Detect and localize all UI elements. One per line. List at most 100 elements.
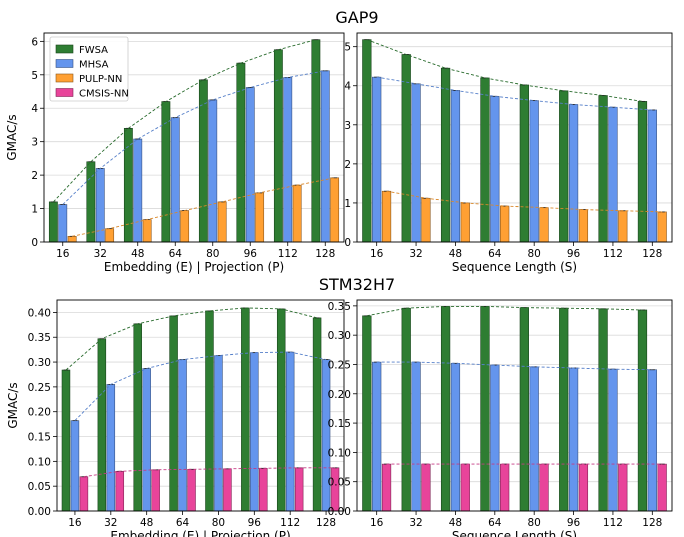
y-tick-label: 0.25 — [28, 382, 51, 394]
bar-mhsa — [529, 366, 539, 512]
y-tick-label: 0.10 — [328, 447, 351, 459]
x-tick-label: 96 — [567, 248, 581, 260]
bar-cmsis-nn — [259, 468, 268, 512]
x-tick-label: 80 — [206, 248, 219, 260]
x-tick-label: 16 — [370, 248, 384, 260]
y-tick-label: 0.40 — [28, 307, 51, 319]
legend: FWSA MHSA PULP-NN CMSIS-NN — [49, 36, 129, 102]
bar-pulp-nn — [105, 228, 115, 243]
x-tick-label: 112 — [278, 248, 298, 260]
x-tick-label: 16 — [56, 248, 70, 260]
plot-frame — [43, 32, 345, 243]
bar-mhsa — [372, 76, 382, 243]
bar-cmsis-nn — [151, 469, 160, 512]
bar-pulp-nn — [657, 211, 667, 243]
bar-fwsa — [440, 306, 451, 512]
y-axis-label: GMAC/s — [5, 114, 19, 160]
bar-mhsa — [214, 355, 223, 512]
trend-line-cmsis-nn — [83, 467, 335, 478]
x-tick-label: 32 — [409, 517, 422, 529]
x-axis-label: Embedding (E) | Projection (P) — [104, 260, 284, 274]
bar-pulp-nn — [67, 236, 77, 243]
bar-mhsa — [608, 368, 618, 512]
bar-mhsa — [647, 369, 657, 512]
x-tick-label: 48 — [449, 248, 462, 260]
legend-label-fwsa: FWSA — [79, 45, 108, 56]
bar-pulp-nn — [330, 177, 340, 243]
bar-pulp-nn — [292, 184, 302, 243]
legend-label-cmsis-nn: CMSIS-NN — [79, 89, 129, 100]
bar-fwsa — [362, 315, 372, 512]
bar-fwsa — [312, 317, 322, 512]
x-tick-label: 128 — [642, 248, 662, 260]
y-tick-label: 4 — [31, 103, 38, 115]
bar-cmsis-nn — [330, 467, 340, 512]
x-tick-label: 112 — [603, 517, 623, 529]
x-tick-label: 128 — [315, 248, 335, 260]
y-tick-label: 1 — [31, 204, 38, 216]
section-title-stm32h7: STM32H7 — [319, 275, 395, 294]
x-tick-label: 80 — [528, 248, 541, 260]
bar-cmsis-nn — [539, 463, 549, 512]
trend-line-mhsa — [376, 361, 653, 371]
bar-pulp-nn — [142, 219, 152, 243]
y-tick-label: 0 — [344, 237, 351, 249]
bar-cmsis-nn — [657, 463, 667, 512]
x-tick-label: 96 — [567, 517, 581, 529]
bar-cmsis-nn — [500, 463, 510, 512]
bar-cmsis-nn — [618, 463, 628, 512]
trend-line-fwsa — [53, 39, 317, 203]
bar-mhsa — [320, 70, 330, 243]
bar-mhsa — [568, 367, 579, 512]
bar-mhsa — [245, 87, 255, 243]
bar-fwsa — [198, 79, 208, 243]
plot-frame — [356, 32, 673, 243]
bar-fwsa — [133, 323, 142, 512]
legend-label-mhsa: MHSA — [79, 60, 109, 71]
plot-frame — [356, 299, 673, 512]
bar-pulp-nn — [460, 202, 470, 243]
y-tick-label: 2 — [344, 159, 351, 171]
y-tick-label: 0.00 — [28, 506, 51, 518]
bar-pulp-nn — [381, 190, 392, 243]
bar-fwsa — [48, 201, 58, 243]
bar-mhsa — [608, 106, 618, 243]
trend-line-fwsa — [65, 307, 318, 371]
x-axis-label: Sequence Length (S) — [452, 260, 577, 274]
y-tick-label: 1 — [344, 198, 351, 210]
bar-mhsa — [178, 359, 187, 512]
x-tick-label: 128 — [642, 517, 662, 529]
y-tick-label: 0.15 — [28, 432, 51, 444]
x-tick-label: 48 — [131, 248, 144, 260]
x-axis-label: Sequence Length (S) — [452, 529, 577, 537]
bar-fwsa — [61, 369, 71, 512]
bar-fwsa — [559, 90, 569, 243]
bar-mhsa — [70, 420, 80, 512]
bar-mhsa — [58, 204, 68, 243]
bar-mhsa — [529, 100, 539, 243]
bar-fwsa — [276, 308, 286, 512]
x-tick-label: 32 — [94, 248, 107, 260]
bar-cmsis-nn — [421, 463, 431, 512]
bar-pulp-nn — [421, 197, 431, 243]
bar-mhsa — [490, 364, 500, 512]
bar-fwsa — [637, 101, 648, 243]
bar-mhsa — [170, 117, 180, 243]
bar-mhsa — [133, 138, 143, 243]
bar-mhsa — [285, 351, 295, 512]
trend-line-mhsa — [376, 76, 653, 111]
bar-fwsa — [480, 306, 490, 512]
bar-fwsa — [440, 67, 451, 243]
y-tick-label: 0.05 — [28, 481, 51, 493]
x-tick-label: 112 — [603, 248, 623, 260]
y-tick-label: 0.10 — [28, 456, 51, 468]
bar-mhsa — [250, 352, 259, 512]
y-tick-label: 0.25 — [328, 359, 351, 371]
bar-fwsa — [401, 54, 411, 243]
bar-fwsa — [123, 128, 133, 243]
bar-mhsa — [208, 99, 218, 243]
chart-panel-4: 0.00 0.05 0.10 0.15 0.20 0.25 0.30 0.35 16 32 48 64… — [328, 299, 673, 537]
x-tick-label: 64 — [488, 517, 502, 529]
bar-pulp-nn — [217, 201, 227, 243]
